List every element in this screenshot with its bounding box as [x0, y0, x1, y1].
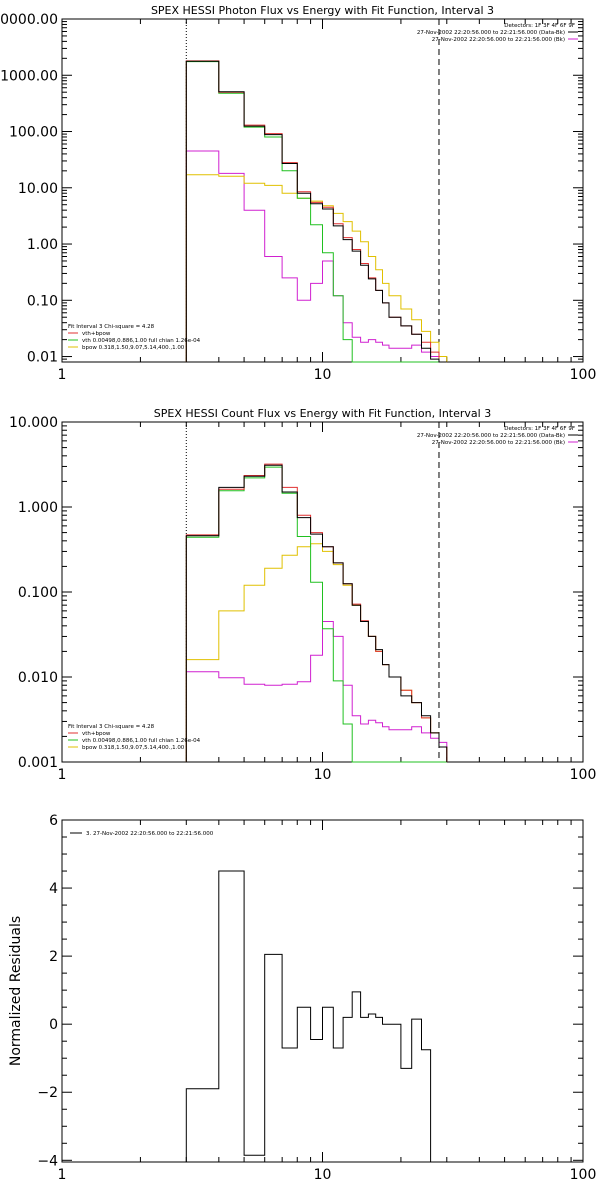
panel2-series-fit_total [185, 463, 448, 762]
panel1-y-tick-label: 10.00 [18, 181, 58, 197]
panel3-y-tick-label: 0 [49, 1017, 58, 1033]
panel2-top-legend-entry: Detectors: 1F 3F 4F 6F 9F [504, 426, 575, 432]
panel3-y-tick-label: 2 [49, 949, 58, 965]
panel1-y-tick-label: 0.01 [27, 350, 58, 366]
panel2-y-tick-label: 10.000 [9, 415, 58, 431]
panel2-bottom-legend-entry: bpow 0.318,1.50,9.07,5.14,400.,1.00 [82, 745, 185, 751]
panel1-series-total [185, 60, 447, 363]
panel3-y-tick-label: −4 [37, 1153, 58, 1169]
panel2-x-tick-label: 1 [58, 767, 67, 783]
panel1-title: SPEX HESSI Photon Flux vs Energy with Fi… [151, 4, 494, 17]
panel2-title: SPEX HESSI Count Flux vs Energy with Fit… [154, 407, 491, 420]
panel3-series-total [185, 870, 439, 1163]
panel1-y-tick-label: 1000.00 [0, 68, 58, 84]
panel2-y-tick-label: 0.010 [18, 670, 58, 686]
panel1-frame [61, 18, 584, 363]
panel2-series-background [185, 621, 448, 762]
panel3-x-tick-label: 1 [58, 1167, 67, 1183]
panel2-bottom-legend-entry: Fit Interval 3 Chi-square = 4.28 [68, 724, 155, 730]
panel2-y-tick-label: 0.100 [18, 585, 58, 601]
panel2-top-legend-entry: 27-Nov-2002 22:20:56.000 to 22:21:56.000… [432, 440, 565, 446]
panel3-legend-entry: 3. 27-Nov-2002 22:20:56.000 to 22:21:56.… [86, 831, 214, 837]
panel3-y-tick-label: 6 [49, 813, 58, 829]
panel1-series-fit_total [185, 60, 447, 363]
panel1-bottom-legend-entry: bpow 0.318,1.50,9.07,5.14,400.,1.00 [82, 345, 185, 351]
panel1-series-background [185, 150, 447, 363]
panel2-y-tick-label: 0.001 [18, 755, 58, 771]
panel1-x-tick-label: 1 [58, 367, 67, 383]
panel3-y-axis-title: Normalized Residuals [8, 916, 24, 1066]
panel1-y-tick-label: 100.00 [9, 125, 58, 141]
panel3-x-tick-label: 10 [314, 1167, 332, 1183]
panel1-bottom-legend-entry: Fit Interval 3 Chi-square = 4.28 [68, 324, 155, 330]
panel1-top-legend-entry: Detectors: 1F 3F 4F 6F 9F [504, 23, 575, 29]
panel2-x-tick-label: 10 [314, 767, 332, 783]
panel1-series-bpow [185, 174, 448, 362]
panel2-y-tick-label: 1.000 [18, 500, 58, 516]
panel2-x-tick-label: 100 [570, 767, 597, 783]
panel1-y-tick-label: 0.10 [27, 293, 58, 309]
panel1-series-vth [185, 61, 447, 363]
panel3-y-tick-label: −2 [37, 1085, 58, 1101]
panel3-x-tick-label: 100 [570, 1167, 597, 1183]
panel3-frame [61, 819, 584, 1163]
panel1-x-tick-label: 100 [570, 367, 597, 383]
panel3-y-tick-label: 4 [49, 881, 58, 897]
panel1-top-legend-entry: 27-Nov-2002 22:20:56.000 to 22:21:56.000… [432, 37, 565, 43]
panel2-series-vth [185, 466, 447, 763]
panel1-bottom-legend-entry: vth 0.00498,0.886,1.00 full chian 1.26e-… [82, 338, 201, 344]
panel1-y-tick-label: 10000.00 [0, 12, 58, 28]
panel1-x-tick-label: 10 [314, 367, 332, 383]
panel1-bottom-legend-entry: vth+bpow [82, 331, 111, 337]
panel1-top-legend-entry: 27-Nov-2002 22:20:56.000 to 22:21:56.000… [417, 30, 565, 36]
panel2-bottom-legend-entry: vth 0.00498,0.886,1.00 full chian 1.26e-… [82, 738, 201, 744]
panel2-series-total [185, 464, 448, 762]
panel1-y-tick-label: 1.00 [27, 237, 58, 253]
panel2-bottom-legend-entry: vth+bpow [82, 731, 111, 737]
panel2-top-legend-entry: 27-Nov-2002 22:20:56.000 to 22:21:56.000… [417, 433, 565, 439]
